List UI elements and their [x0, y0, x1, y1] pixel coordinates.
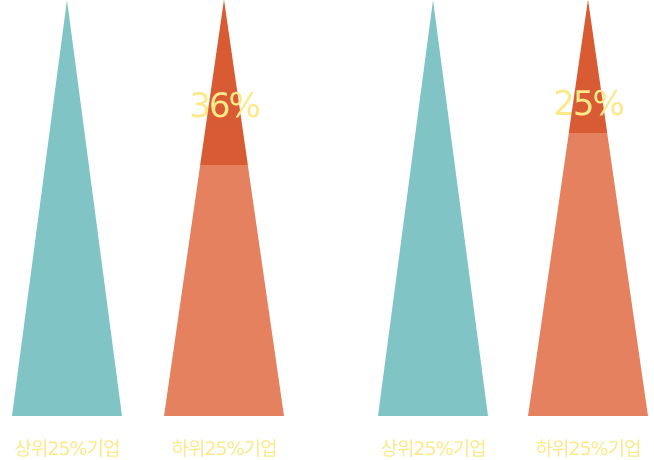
category-label-0-1: 하위25%기업 — [171, 438, 276, 460]
value-label-0: 36% — [189, 86, 259, 126]
pyramid-bottom-0 — [164, 0, 284, 416]
pyramid-top-1 — [378, 0, 488, 416]
category-label-0-0: 상위25%기업 — [14, 438, 119, 460]
pyramid-bottom-1 — [528, 0, 648, 416]
value-label-1: 25% — [553, 84, 623, 124]
category-label-1-0: 상위25%기업 — [380, 438, 485, 460]
category-label-1-1: 하위25%기업 — [535, 438, 640, 460]
pyramid-top-0 — [12, 0, 122, 416]
pyramid-highlight-1 — [568, 0, 608, 133]
pyramid-highlight-0 — [200, 0, 248, 165]
